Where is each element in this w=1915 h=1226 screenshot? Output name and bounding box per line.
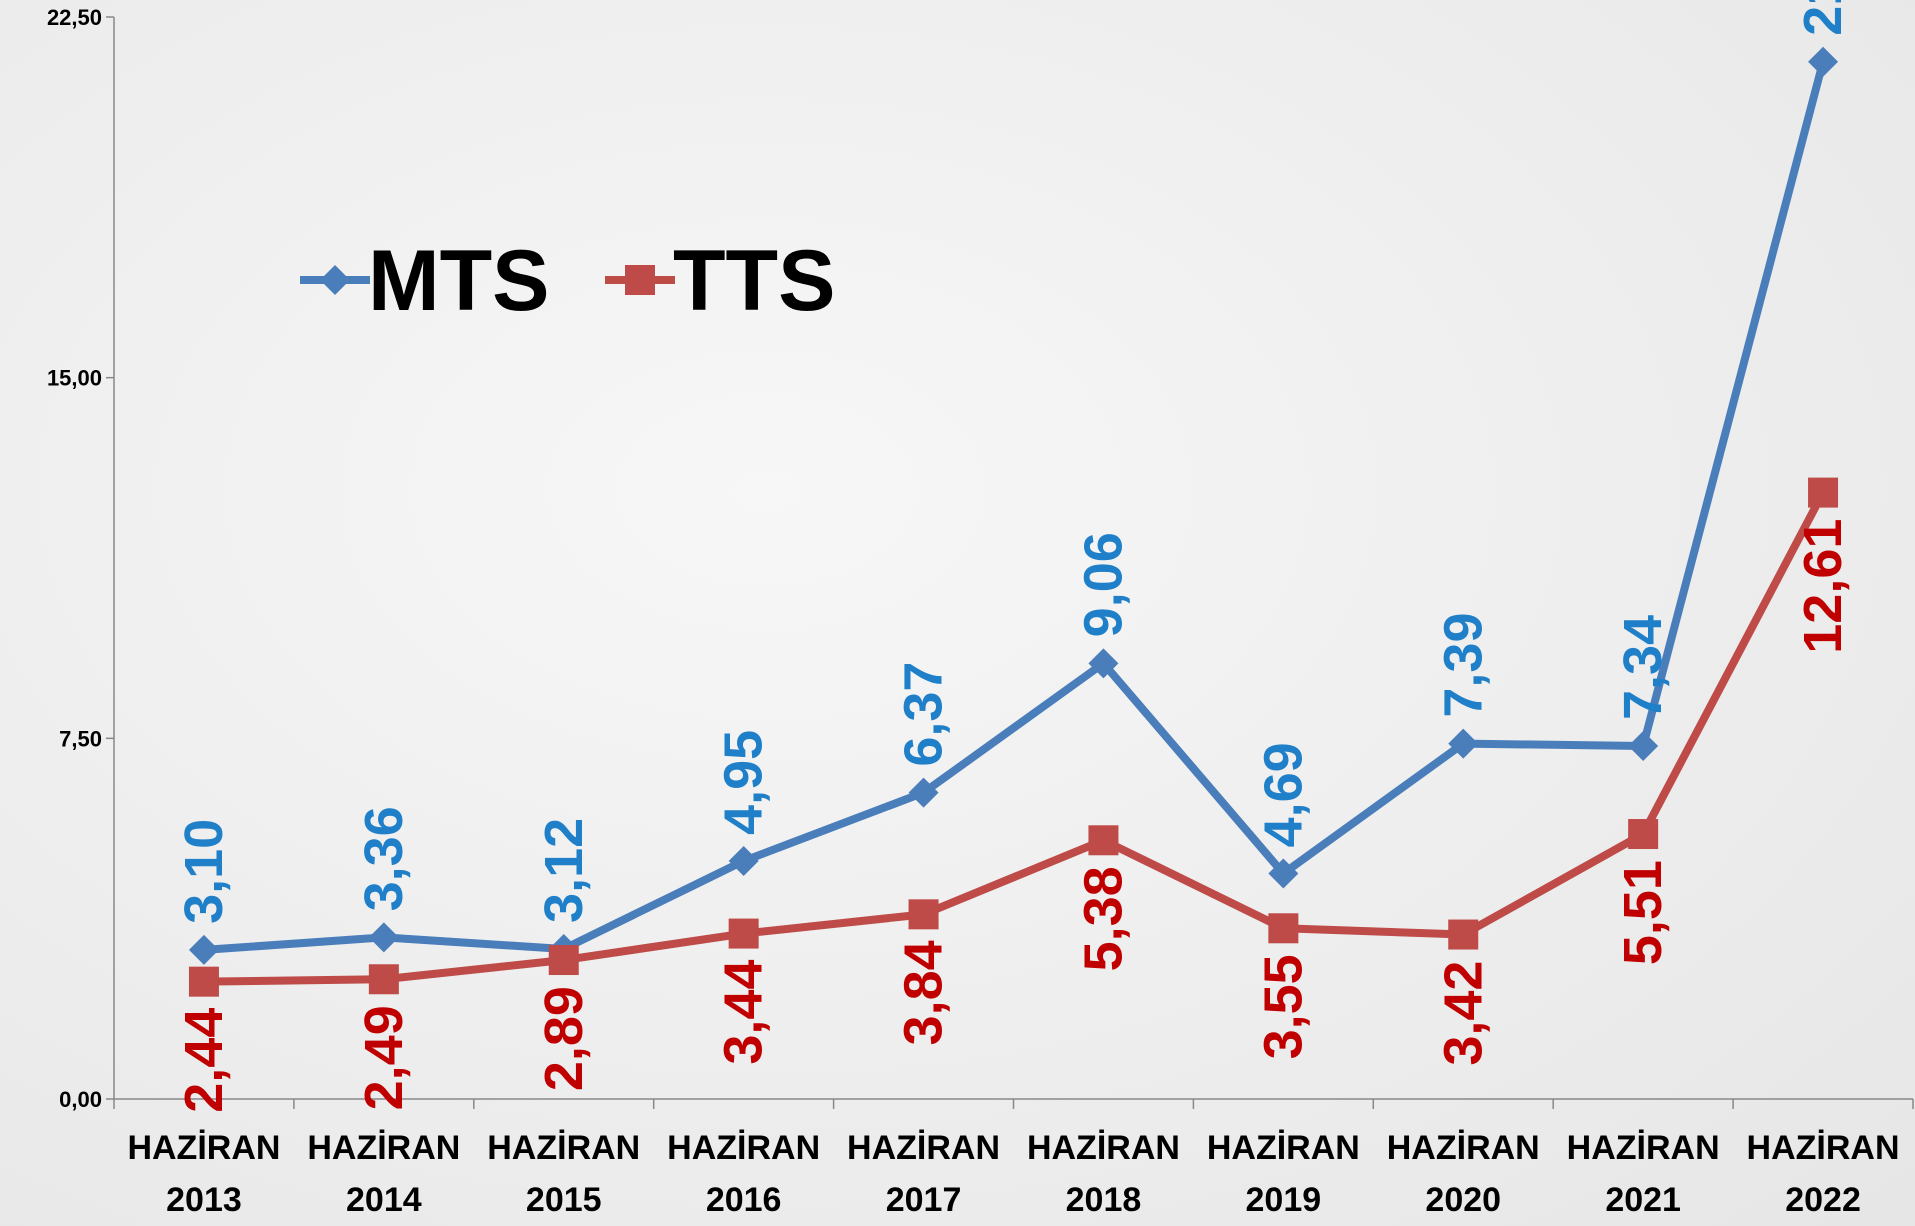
- x-tick-label-line: 2013: [166, 1181, 242, 1219]
- marker: [1088, 825, 1119, 856]
- x-tick-label-line: HAZİRAN: [1027, 1129, 1180, 1167]
- marker: [1628, 819, 1659, 850]
- y-tick-label: 0,00: [59, 1087, 102, 1112]
- x-tick-label-line: 2015: [526, 1181, 602, 1219]
- x-tick-label: HAZİRAN 2019: [1207, 1129, 1360, 1219]
- data-label: 6,37: [894, 662, 954, 767]
- data-label: 2,49: [354, 1005, 414, 1110]
- y-tick-label: 15,00: [47, 366, 102, 391]
- marker: [368, 922, 399, 953]
- legend-marker: [625, 265, 655, 295]
- x-tick-label-line: HAZİRAN: [1567, 1129, 1720, 1167]
- legend-label: TTS: [673, 233, 835, 329]
- marker: [1808, 46, 1839, 77]
- marker: [548, 945, 579, 976]
- marker: [1808, 477, 1839, 508]
- x-tick-label: HAZİRAN 2014: [307, 1129, 460, 1219]
- data-label: 3,12: [534, 818, 594, 923]
- data-label: 7,39: [1433, 613, 1493, 718]
- x-tick-label: HAZİRAN 2015: [487, 1129, 640, 1219]
- x-tick-label-line: HAZİRAN: [487, 1129, 640, 1167]
- x-tick-label-line: HAZİRAN: [307, 1129, 460, 1167]
- x-tick-label-line: 2014: [346, 1181, 422, 1219]
- marker: [728, 845, 759, 876]
- data-label: 3,84: [894, 940, 954, 1045]
- x-tick-label-line: HAZİRAN: [1387, 1129, 1540, 1167]
- data-label: 12,61: [1793, 519, 1853, 654]
- legend-marker: [320, 265, 350, 295]
- marker: [1268, 913, 1299, 944]
- marker: [368, 964, 399, 995]
- data-label: 3,44: [714, 960, 774, 1065]
- x-tick-label: HAZİRAN 2016: [667, 1129, 820, 1219]
- y-tick-label: 22,50: [47, 5, 102, 30]
- data-label: 21,57: [1793, 0, 1853, 36]
- x-tick-label: HAZİRAN 2022: [1747, 1129, 1900, 1219]
- marker: [1448, 919, 1479, 950]
- data-label: 4,95: [714, 730, 774, 835]
- data-label: 2,89: [534, 986, 594, 1091]
- data-label: 4,69: [1253, 742, 1313, 847]
- series-line: [203, 60, 1827, 954]
- marker: [1448, 728, 1479, 759]
- data-label: 2,44: [174, 1008, 234, 1113]
- marker: [908, 899, 939, 930]
- data-label: 3,36: [354, 806, 414, 911]
- data-label: 3,42: [1433, 961, 1493, 1066]
- marker: [908, 777, 939, 808]
- x-tick-label-line: 2020: [1425, 1181, 1501, 1219]
- x-tick-label-line: 2021: [1605, 1181, 1681, 1219]
- x-tick-label: HAZİRAN 2020: [1387, 1129, 1540, 1219]
- marker: [1628, 731, 1659, 762]
- x-tick-label-line: 2019: [1246, 1181, 1322, 1219]
- data-label: 5,51: [1613, 860, 1673, 965]
- legend-label: MTS: [368, 233, 550, 329]
- x-tick-label: HAZİRAN 2018: [1027, 1129, 1180, 1219]
- y-tick-label: 7,50: [59, 726, 102, 751]
- marker: [188, 966, 219, 997]
- x-tick-label-line: HAZİRAN: [1747, 1129, 1900, 1167]
- data-label: 9,06: [1073, 532, 1133, 637]
- x-tick-label: HAZİRAN 2021: [1567, 1129, 1720, 1219]
- series-line: [203, 490, 1827, 986]
- data-label: 7,34: [1613, 615, 1673, 720]
- x-tick-label-line: 2017: [886, 1181, 962, 1219]
- x-tick-label-line: HAZİRAN: [667, 1129, 820, 1167]
- data-label: 3,10: [174, 819, 234, 924]
- marker: [188, 934, 219, 965]
- x-tick-label-line: 2016: [706, 1181, 782, 1219]
- data-label: 5,38: [1073, 866, 1133, 971]
- marker: [1088, 648, 1119, 679]
- x-tick-label: HAZİRAN 2013: [127, 1129, 280, 1219]
- x-tick-label-line: 2018: [1066, 1181, 1142, 1219]
- x-tick-label-line: HAZİRAN: [1207, 1129, 1360, 1167]
- x-tick-label-line: 2022: [1785, 1181, 1861, 1219]
- x-tick-label-line: HAZİRAN: [847, 1129, 1000, 1167]
- x-tick-label-line: HAZİRAN: [127, 1129, 280, 1167]
- x-tick-label: HAZİRAN 2017: [847, 1129, 1000, 1219]
- marker: [728, 918, 759, 949]
- marker: [1268, 858, 1299, 889]
- data-label: 3,55: [1253, 954, 1313, 1059]
